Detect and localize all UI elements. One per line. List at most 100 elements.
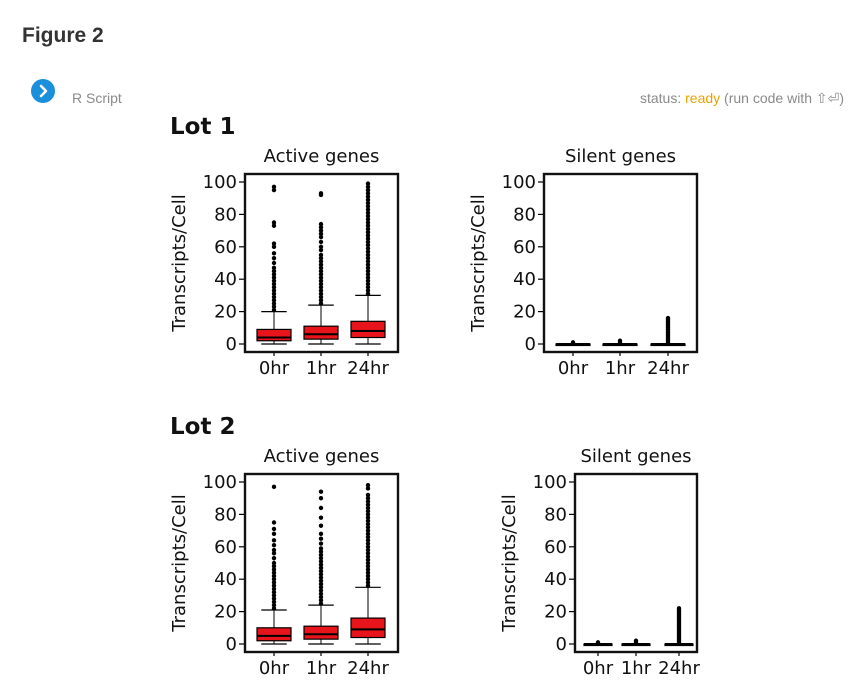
panel-title: Active genes — [264, 146, 380, 167]
outlier-point — [271, 268, 277, 274]
box — [303, 625, 339, 640]
outlier-point — [318, 585, 324, 590]
outlier-point — [365, 210, 371, 215]
outlier-point — [318, 562, 324, 567]
run-script-button[interactable] — [31, 79, 55, 103]
outlier-point — [318, 565, 324, 571]
language-label: R Script — [72, 90, 122, 106]
outlier-point — [365, 496, 371, 501]
outlier-point — [271, 602, 277, 608]
outlier-point — [365, 242, 371, 248]
outlier-point — [365, 580, 371, 585]
y-tick-label: 60 — [544, 537, 567, 558]
outlier-point — [365, 194, 371, 199]
box — [303, 325, 339, 340]
outlier-point — [271, 281, 277, 287]
outlier-point — [271, 555, 277, 561]
outlier-point — [365, 531, 371, 537]
outlier-point — [271, 484, 277, 490]
outlier-point — [365, 534, 371, 540]
outlier-point — [318, 252, 324, 258]
outlier-point — [365, 547, 371, 553]
outlier-point — [318, 549, 324, 554]
outlier-point — [318, 523, 324, 528]
x-tick-label: 0hr — [558, 358, 589, 379]
y-tick-label: 80 — [214, 504, 237, 525]
outlier-point — [365, 541, 371, 546]
outlier-point — [318, 515, 324, 520]
outlier-point — [318, 278, 324, 284]
outlier-point — [365, 236, 371, 241]
outlier-point — [271, 531, 277, 537]
x-tick-label: 1hr — [621, 658, 652, 679]
outlier-point — [271, 593, 277, 598]
outlier-point — [365, 577, 371, 582]
outlier-point — [318, 221, 324, 227]
y-tick-label: 0 — [226, 634, 237, 655]
outlier-point — [271, 606, 277, 611]
outlier-point — [318, 262, 324, 267]
outlier-point — [365, 223, 371, 228]
outlier-point — [318, 581, 324, 587]
y-tick-label: 40 — [513, 269, 536, 290]
outlier-point — [271, 564, 277, 569]
outlier-point — [271, 580, 277, 585]
outlier-point — [595, 640, 601, 645]
outlier-point — [365, 551, 371, 556]
outlier-point — [318, 594, 324, 600]
outlier-point — [365, 181, 371, 186]
outlier-point — [570, 340, 576, 345]
outlier-point — [365, 528, 371, 533]
outlier-point — [271, 241, 277, 246]
outlier-point — [271, 298, 277, 303]
y-tick-label: 60 — [214, 237, 237, 258]
y-tick-label: 100 — [203, 172, 237, 193]
outlier-point — [318, 265, 324, 271]
y-tick-label: 100 — [533, 472, 567, 493]
y-tick-label: 40 — [214, 269, 237, 290]
outlier-point — [271, 220, 277, 225]
outlier-point — [365, 268, 371, 274]
outlier-point — [271, 260, 277, 266]
outlier-point — [365, 573, 371, 579]
outlier-point — [365, 230, 371, 235]
outlier-point — [318, 244, 324, 249]
outlier-point — [318, 268, 324, 274]
outlier-point — [318, 555, 324, 561]
y-tick-label: 80 — [214, 204, 237, 225]
lot-2-title: Lot 2 — [170, 414, 236, 440]
outlier-point — [271, 223, 277, 228]
outlier-point — [365, 246, 371, 251]
outlier-point — [318, 272, 324, 277]
outlier-point — [271, 244, 277, 249]
outlier-point — [365, 557, 371, 562]
outlier-point — [318, 288, 324, 293]
outlier-point — [318, 598, 324, 603]
outlier-point — [665, 315, 671, 321]
outlier-point — [365, 213, 371, 219]
outlier-point — [365, 508, 371, 514]
y-tick-label: 0 — [525, 334, 536, 355]
outlier-point — [318, 559, 324, 564]
outlier-point — [365, 204, 371, 209]
outlier-point — [318, 591, 324, 596]
x-tick-label: 0hr — [259, 358, 290, 379]
outlier-point — [365, 544, 371, 549]
status-value: ready — [685, 90, 721, 106]
outlier-point — [365, 483, 371, 488]
outlier-point — [271, 526, 277, 532]
panel-frame — [243, 472, 400, 654]
box — [350, 617, 386, 639]
x-tick-label: 24hr — [658, 658, 700, 679]
outlier-point — [365, 288, 371, 293]
status-prefix: status: — [639, 90, 686, 106]
outlier-point — [271, 307, 277, 313]
outlier-point — [365, 239, 371, 245]
outlier-point — [365, 554, 371, 559]
y-axis-label: Transcripts/Cell — [169, 494, 190, 632]
y-tick-label: 80 — [544, 504, 567, 525]
x-tick-label: 24hr — [347, 358, 389, 379]
outlier-point — [271, 272, 277, 277]
outlier-point — [318, 531, 324, 537]
outlier-point — [318, 552, 324, 558]
